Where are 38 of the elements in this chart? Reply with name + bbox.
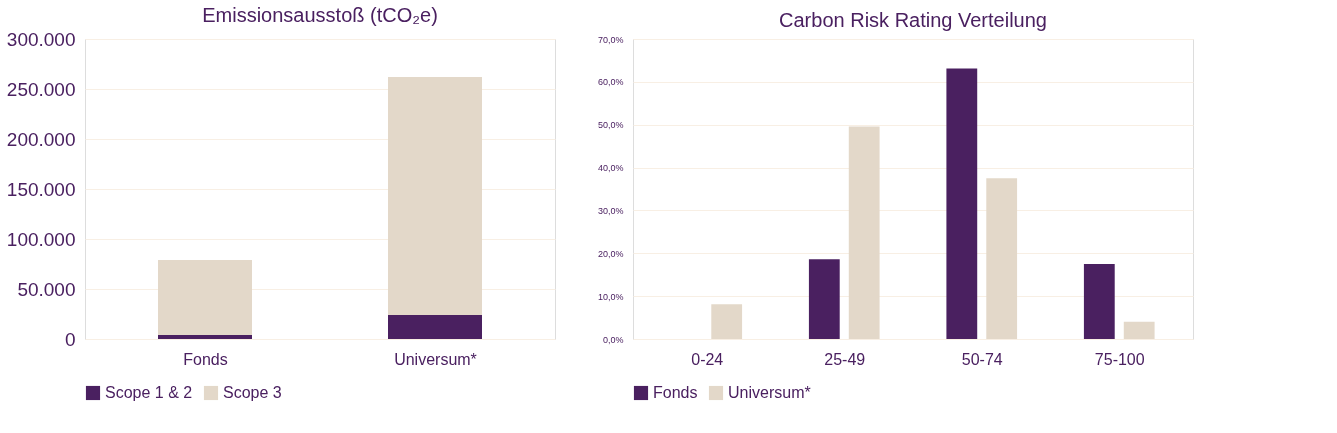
y-tick-label: 100.000	[6, 228, 76, 250]
chart-title: Emissionsausstoß (tCO₂e)	[202, 4, 438, 26]
x-tick-label: 25-49	[824, 350, 866, 368]
y-tick-label: 50,0%	[597, 120, 624, 131]
y-tick-label: 30,0%	[597, 205, 624, 216]
bar	[158, 260, 252, 335]
bar	[388, 315, 482, 339]
bar	[158, 335, 252, 339]
bar	[848, 126, 880, 339]
y-tick-label: 60,0%	[597, 77, 624, 88]
legend-label: Scope 3	[223, 384, 282, 401]
y-tick-label: 0,0%	[602, 334, 624, 345]
bar	[711, 304, 743, 339]
legend-label: Universum*	[728, 384, 811, 401]
bar	[946, 68, 978, 339]
y-tick-label: 70,0%	[597, 34, 624, 45]
x-tick-label: 0-24	[691, 350, 724, 368]
y-tick-label: 200.000	[6, 128, 76, 150]
legend-label: Fonds	[653, 384, 698, 401]
bar	[986, 178, 1018, 339]
y-tick-label: 150.000	[6, 178, 76, 200]
y-tick-label: 40,0%	[597, 163, 624, 174]
y-tick-label: 50.000	[17, 278, 76, 300]
y-tick-label: 0	[64, 328, 76, 350]
chart-title: Carbon Risk Rating Verteilung	[779, 9, 1047, 31]
y-tick-label: 10,0%	[597, 291, 624, 302]
bar	[1083, 264, 1115, 339]
x-tick-label: 75-100	[1094, 350, 1145, 368]
y-tick-label: 300.000	[6, 28, 76, 50]
bar	[1123, 321, 1155, 339]
x-tick-label: Universum*	[394, 350, 477, 368]
bar	[808, 259, 840, 339]
y-tick-label: 250.000	[6, 78, 76, 100]
x-tick-label: 50-74	[961, 350, 1003, 368]
x-tick-label: Fonds	[183, 350, 228, 368]
bar	[388, 77, 482, 315]
y-tick-label: 20,0%	[597, 248, 624, 259]
legend-label: Scope 1 & 2	[105, 384, 193, 401]
